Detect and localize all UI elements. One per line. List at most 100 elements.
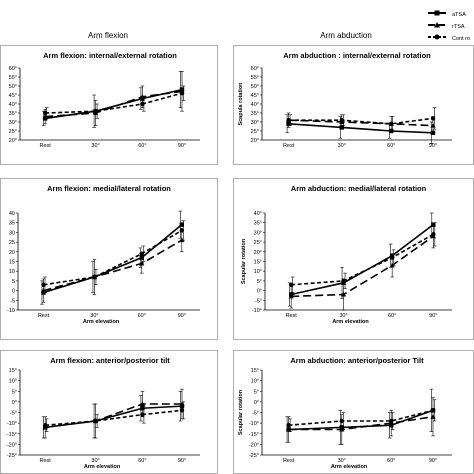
x-axis-label: Arm elevation bbox=[331, 464, 368, 470]
x-tick-label: 30° bbox=[90, 313, 98, 319]
data-point bbox=[339, 118, 344, 123]
data-point bbox=[430, 116, 436, 121]
y-tick-label: 45° bbox=[9, 93, 17, 99]
legend-entry-rtsa: rTSA bbox=[428, 22, 465, 30]
data-point bbox=[286, 118, 291, 123]
y-tick-label: 5° bbox=[254, 389, 259, 395]
series-line bbox=[291, 235, 434, 298]
y-tick-label: 30° bbox=[254, 230, 262, 236]
data-point bbox=[431, 232, 436, 237]
legend-label-rtsa: rTSA bbox=[452, 24, 465, 30]
y-tick-label: 15° bbox=[254, 260, 262, 266]
y-axis-label: Scapular rotation bbox=[238, 389, 244, 435]
x-axis-label: Arm elevation bbox=[84, 464, 121, 470]
y-tick-label: 15° bbox=[9, 368, 17, 374]
series-line bbox=[45, 92, 183, 114]
y-tick-label: 0° bbox=[254, 400, 259, 406]
y-tick-label: 35 bbox=[9, 221, 15, 227]
y-tick-label: 30° bbox=[251, 120, 259, 126]
x-tick-label: 60° bbox=[138, 313, 146, 319]
x-tick-label: 90° bbox=[429, 143, 437, 149]
y-tick-label: 55° bbox=[9, 75, 17, 81]
y-tick-label: -5° bbox=[10, 411, 17, 417]
y-tick-label: 30 bbox=[9, 230, 15, 236]
y-tick-label: 40° bbox=[254, 211, 262, 217]
data-point bbox=[430, 408, 436, 413]
panel-title: Arm flexion: internal/external rotation bbox=[43, 51, 177, 60]
legend-label-control: Cont ro bbox=[452, 36, 470, 42]
data-point bbox=[139, 251, 144, 256]
x-tick-label: Rest bbox=[40, 143, 52, 149]
data-point bbox=[140, 412, 145, 417]
y-tick-label: -10° bbox=[7, 421, 17, 427]
panel-title: Arm abduction: anterior/posterior Tilt bbox=[290, 356, 424, 365]
y-tick-label: 5° bbox=[12, 389, 17, 395]
series-cont-ro bbox=[286, 399, 437, 432]
y-tick-label: -15° bbox=[249, 432, 259, 438]
data-point bbox=[339, 418, 344, 424]
y-tick-label: -10° bbox=[249, 421, 259, 427]
y-tick-label: 50° bbox=[9, 84, 17, 90]
data-point bbox=[389, 418, 394, 424]
y-tick-label: 15° bbox=[251, 368, 259, 374]
data-point bbox=[179, 222, 184, 227]
data-point bbox=[179, 228, 184, 233]
x-tick-label: 60° bbox=[138, 458, 146, 464]
x-tick-label: Rest bbox=[40, 458, 52, 464]
panel-title: Arm abduction: medial/lateral rotation bbox=[291, 184, 427, 193]
data-point bbox=[288, 293, 294, 299]
y-tick-label: 5 bbox=[12, 279, 15, 285]
data-point bbox=[139, 401, 145, 406]
data-point bbox=[43, 110, 48, 116]
y-tick-label: -25° bbox=[7, 453, 17, 459]
x-tick-label: Rest bbox=[283, 143, 295, 149]
series-line bbox=[45, 409, 183, 427]
y-tick-label: -5° bbox=[255, 298, 262, 304]
y-tick-label: -20° bbox=[7, 442, 17, 448]
y-tick-label: -20° bbox=[249, 442, 259, 448]
column-title-abduction: Arm abduction bbox=[320, 31, 372, 40]
data-point bbox=[179, 91, 185, 96]
series-line bbox=[288, 119, 434, 127]
data-point bbox=[43, 423, 48, 428]
series-line bbox=[288, 415, 434, 431]
x-tick-label: 90° bbox=[178, 458, 186, 464]
data-point bbox=[140, 101, 145, 107]
y-tick-label: 25 bbox=[9, 240, 15, 246]
y-tick-label: 35° bbox=[254, 221, 262, 227]
y-tick-label: -15° bbox=[7, 432, 17, 438]
x-tick-label: 30° bbox=[91, 458, 99, 464]
y-tick-label: 0 bbox=[12, 289, 15, 295]
y-tick-label: 40° bbox=[9, 102, 17, 108]
panel-3: Arm abduction: medial/lateral rotation -1… bbox=[233, 178, 474, 340]
x-tick-label: 30° bbox=[339, 313, 347, 319]
y-tick-label: -5 bbox=[10, 298, 15, 304]
panel-1: Arm abduction : internal/external rotati… bbox=[233, 45, 474, 165]
y-tick-label: 5° bbox=[257, 279, 262, 285]
legend: aTSA rTSA Cont ro bbox=[428, 10, 470, 42]
data-point bbox=[93, 418, 98, 424]
y-axis-label: Scapular rotation bbox=[241, 238, 247, 284]
y-tick-label: -5° bbox=[252, 411, 259, 417]
data-point bbox=[41, 282, 46, 287]
series-cont-ro bbox=[43, 85, 186, 119]
y-tick-label: 45° bbox=[251, 93, 259, 99]
series-line bbox=[43, 224, 183, 294]
x-tick-label: 30° bbox=[338, 143, 346, 149]
panel-frame bbox=[0, 45, 218, 165]
series-cont-ro bbox=[288, 222, 437, 293]
y-tick-label: -25° bbox=[249, 453, 259, 459]
series-line bbox=[43, 229, 183, 286]
series-line bbox=[288, 409, 434, 427]
data-point bbox=[389, 255, 395, 260]
legend-label-atsa: aTSA bbox=[452, 12, 466, 18]
x-tick-label: 90° bbox=[429, 313, 437, 319]
series-line bbox=[45, 90, 183, 118]
y-tick-label: 60° bbox=[251, 66, 259, 72]
x-tick-label: 60° bbox=[138, 143, 146, 149]
series-line bbox=[43, 239, 183, 292]
series-cont-ro bbox=[41, 220, 186, 293]
legend-entry-control: Cont ro bbox=[428, 34, 470, 42]
panel-frame bbox=[0, 178, 218, 340]
